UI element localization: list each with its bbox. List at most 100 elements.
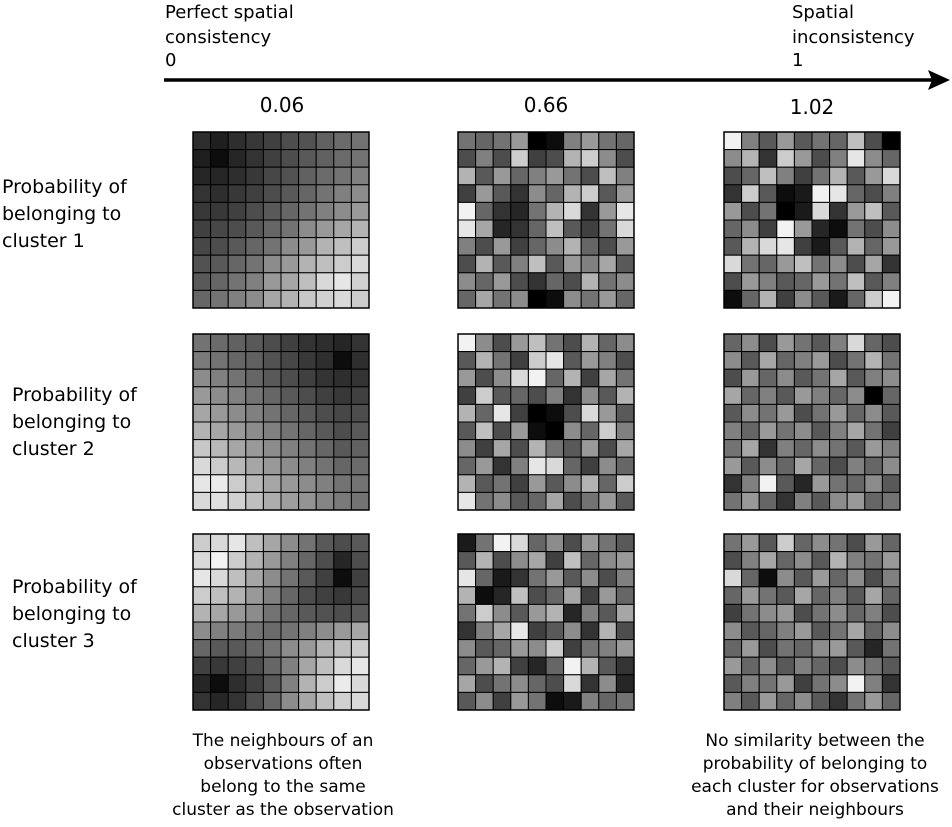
grid-cell [333,586,352,605]
grid-cell [315,603,335,623]
grid-cell [580,184,600,203]
grid-cell [192,219,212,239]
grid-cell [545,586,565,605]
grid-cell [492,656,512,676]
grid-cell [864,674,883,693]
grid-cell [245,254,264,274]
grid-cell [598,491,617,511]
grid-cell [776,639,795,658]
grid-cell [280,184,300,203]
grid-cell [227,219,247,239]
grid-cell [563,219,582,239]
grid-cell [475,656,494,676]
grid-cell [598,533,617,553]
grid-cell [723,131,743,151]
grid-cell [333,201,352,221]
grid-cell [510,131,529,151]
grid-cell [615,149,635,168]
grid-cell [475,491,494,511]
grid-cell [333,149,352,168]
grid-cell [580,131,600,151]
grid-cell [262,568,282,588]
grid-cell [580,149,600,168]
grid-cell [227,368,247,388]
grid-cell [527,439,547,458]
grid-cell [492,184,512,203]
grid-cell [210,272,229,291]
grid-cell [864,439,883,458]
grid-cell [315,333,335,353]
grid-cell [741,568,760,588]
grid-cell [210,166,229,186]
grid-cell [881,237,901,256]
grid-cell [723,421,743,441]
grid-cell [615,456,635,476]
grid-cell [350,333,370,353]
grid-cell [227,439,247,458]
grid-cell [298,289,317,309]
grid-cell [741,491,760,511]
grid-cell [846,691,866,711]
grid-cell [615,674,635,693]
row-label-cluster-2: Probability of belonging to cluster 2 [12,384,137,460]
grid-cell [829,272,848,291]
grid-cell [492,421,512,441]
grid-cell [723,237,743,256]
grid-cell [563,149,582,168]
grid-cell [350,674,370,693]
grid-cell [881,403,901,423]
grid-cell [298,568,317,588]
grid-cell [262,351,282,370]
grid-cell [881,551,901,570]
grid-cell [475,184,494,203]
grid-cell [776,674,795,693]
grid-cell [598,237,617,256]
grid-cell [829,386,848,405]
grid-cell [598,403,617,423]
grid-cell [829,639,848,658]
grid-cell [723,272,743,291]
grid-cell [527,456,547,476]
grid-cell [615,621,635,641]
grid-cell [333,674,352,693]
grid-cell [333,603,352,623]
grid-cell [580,551,600,570]
grid-cell [457,439,477,458]
grid-cell [350,201,370,221]
grid-cell [350,149,370,168]
grid-cell [864,201,883,221]
grid-cell [350,219,370,239]
grid-cell [580,656,600,676]
grid-cell [210,621,229,641]
grid-cell [333,421,352,441]
grid-cell [527,386,547,405]
grid-cell [864,474,883,493]
grid-cell [298,691,317,711]
grid-cell [527,131,547,151]
grid-cell [510,456,529,476]
grid-cell [846,421,866,441]
grid-cell [350,184,370,203]
grid-cell [350,272,370,291]
grid-cell [545,368,565,388]
grid-cell [723,254,743,274]
grid-cell [741,254,760,274]
grid-cell [881,386,901,405]
grid-cell [457,131,477,151]
grid-cell [864,533,883,553]
grid-cell [864,656,883,676]
grid-cell [758,474,778,493]
grid-cell [811,421,831,441]
grid-cell [741,272,760,291]
grid-cell [227,456,247,476]
grid-cell [192,533,212,553]
grid-cell [333,131,352,151]
grid-cell [793,351,813,370]
grid-cell [262,474,282,493]
grid-cell [350,491,370,511]
grid-cell [846,254,866,274]
grid-cell [580,674,600,693]
grid-cell [280,656,300,676]
grid-cell [864,368,883,388]
grid-cell [829,439,848,458]
